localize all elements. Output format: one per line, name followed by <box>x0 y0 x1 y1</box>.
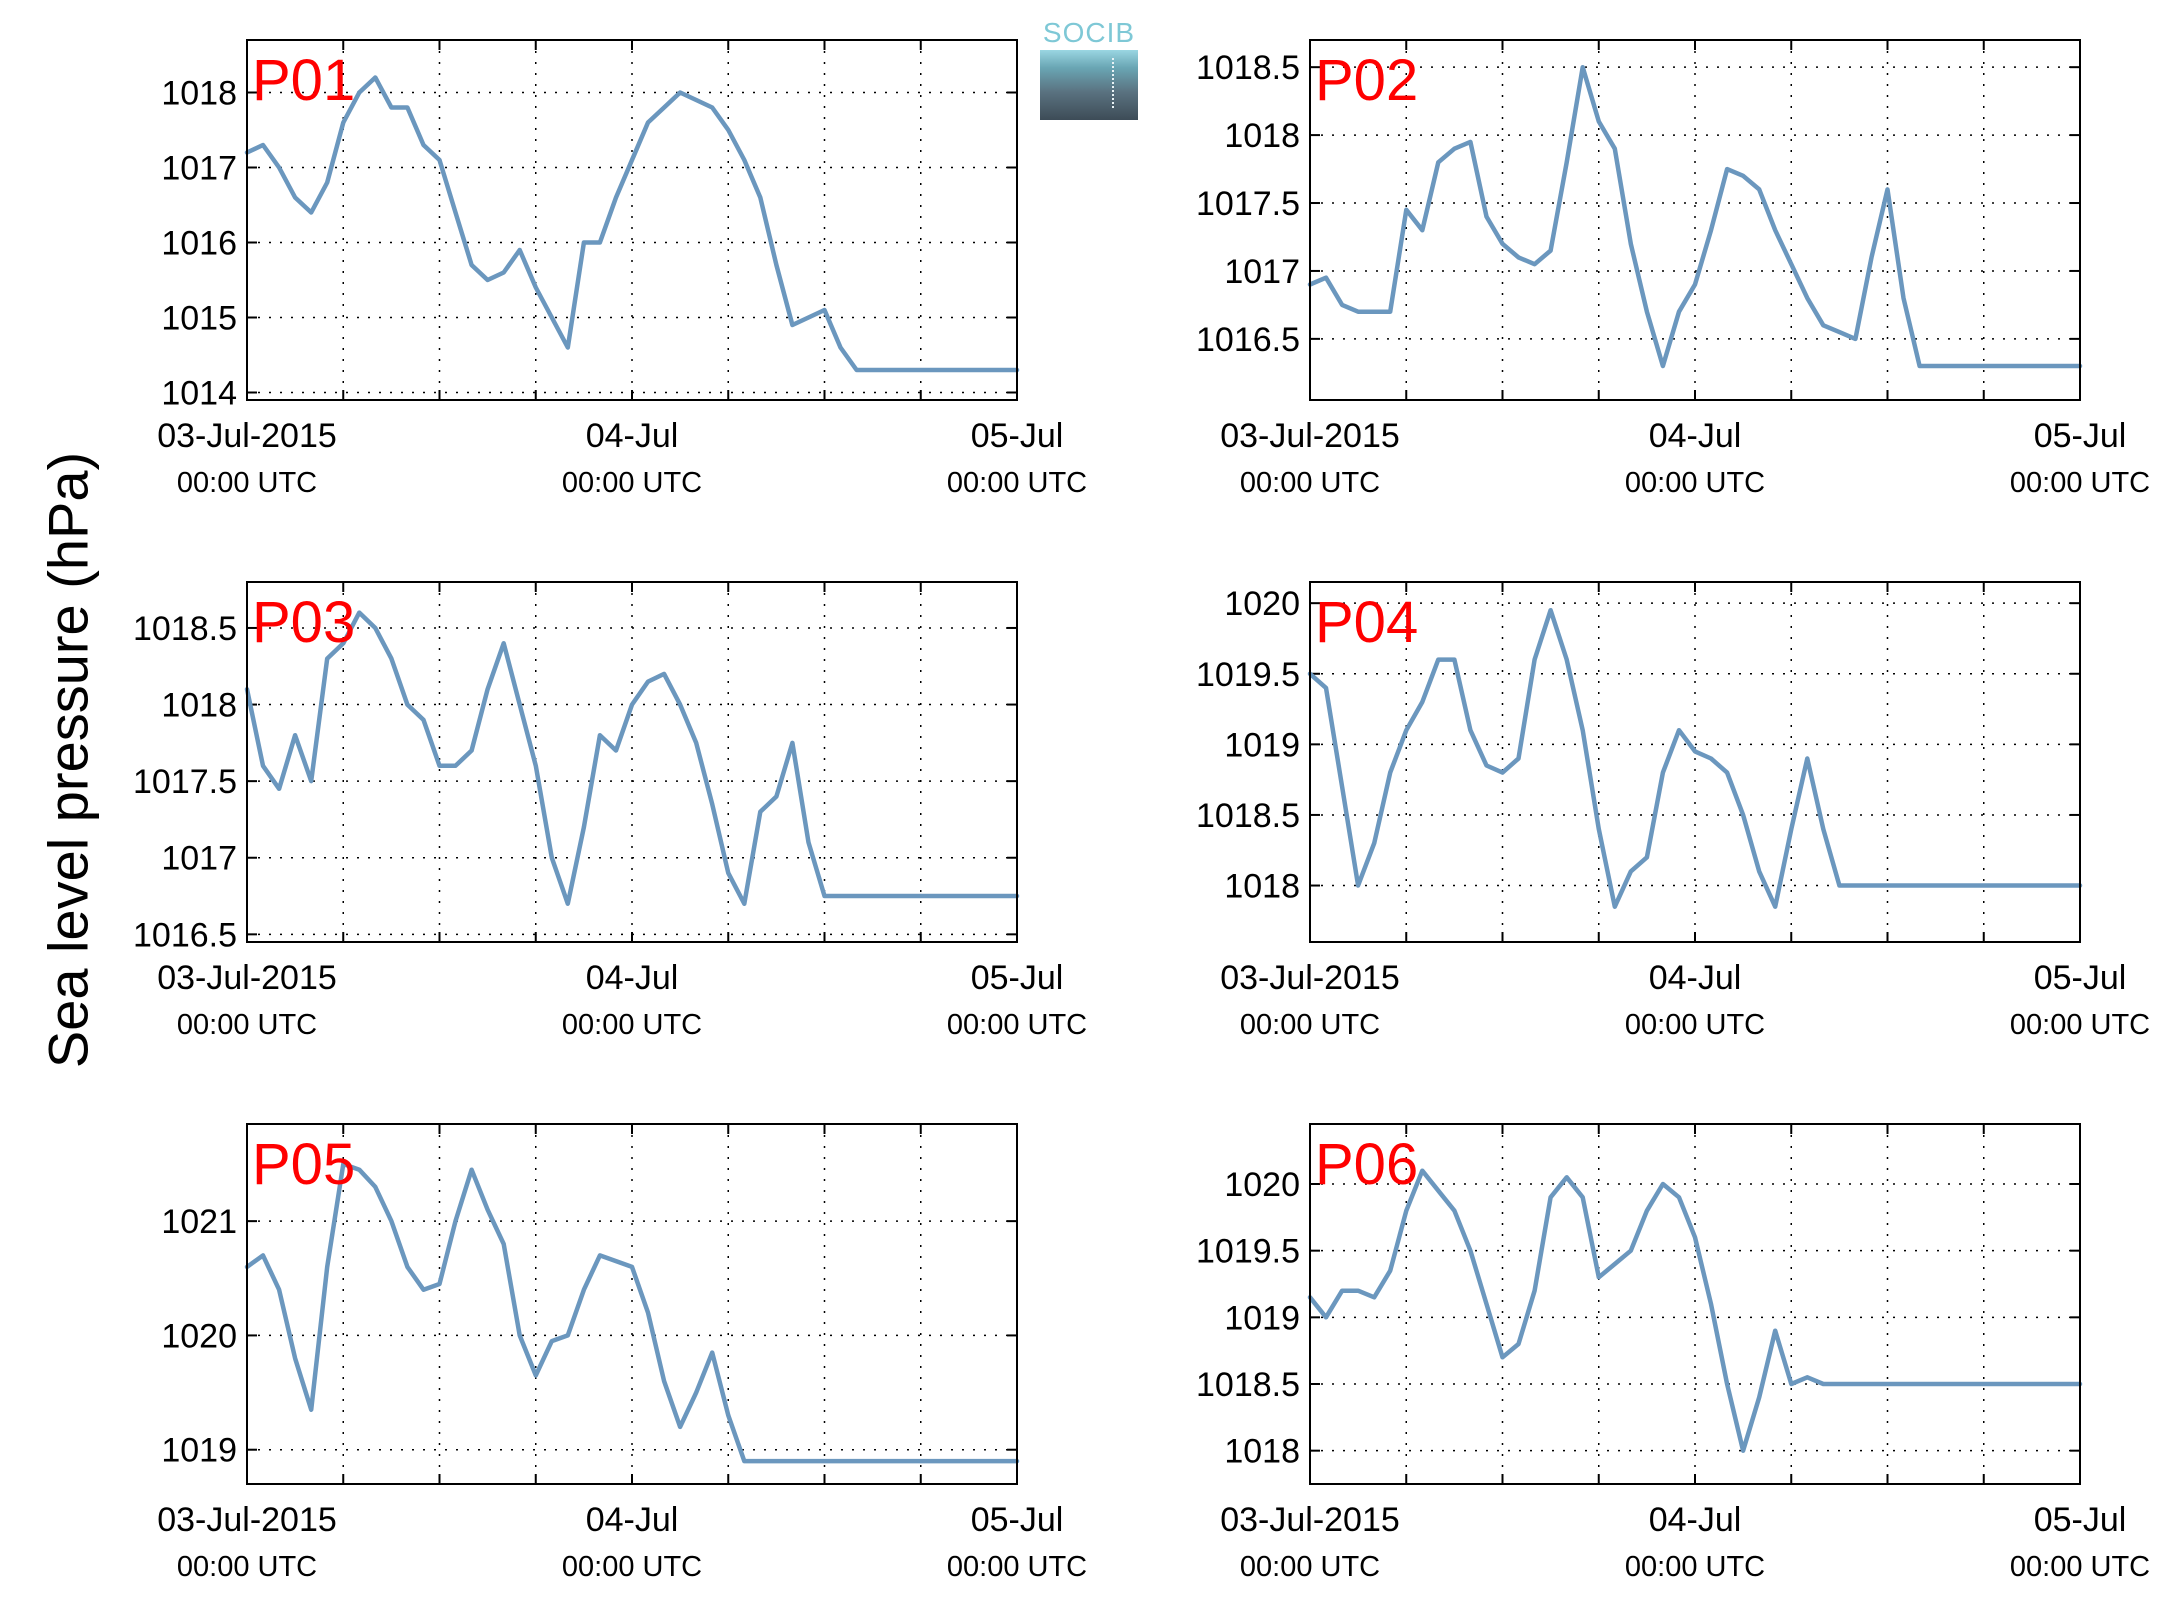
x-tick-sublabel: 00:00 UTC <box>1625 467 1765 499</box>
x-tick-sublabel: 00:00 UTC <box>947 1009 1087 1041</box>
panel-label: P04 <box>1315 590 1418 655</box>
axes-frame <box>1309 1123 2081 1485</box>
y-tick-label: 1018 <box>1224 117 1300 155</box>
y-tick-label: 1017 <box>161 150 237 188</box>
x-tick-label: 03-Jul-2015 <box>157 1501 337 1539</box>
x-tick-label: 03-Jul-2015 <box>157 417 337 455</box>
x-tick-label: 04-Jul <box>586 959 679 997</box>
y-tick-label: 1018.5 <box>1196 797 1300 835</box>
y-tick-label: 1019 <box>161 1432 237 1470</box>
axes-frame <box>246 1123 1018 1485</box>
axes-frame <box>1309 581 2081 943</box>
y-tick-label: 1018 <box>161 75 237 113</box>
y-tick-label: 1018 <box>1224 1433 1300 1471</box>
y-tick-label: 1014 <box>161 375 237 413</box>
y-tick-label: 1017 <box>161 840 237 878</box>
x-tick-label: 05-Jul <box>2034 1501 2127 1539</box>
x-tick-sublabel: 00:00 UTC <box>1625 1009 1765 1041</box>
x-tick-label: 05-Jul <box>971 959 1064 997</box>
x-tick-label: 03-Jul-2015 <box>1220 1501 1400 1539</box>
x-tick-sublabel: 00:00 UTC <box>2010 467 2150 499</box>
y-tick-label: 1021 <box>161 1203 237 1241</box>
series-line <box>1307 607 2083 909</box>
panel-label: P05 <box>252 1132 355 1197</box>
axes-frame <box>1309 39 2081 401</box>
y-tick-label: 1019.5 <box>1196 656 1300 694</box>
x-tick-sublabel: 00:00 UTC <box>177 1009 317 1041</box>
x-tick-sublabel: 00:00 UTC <box>177 1551 317 1583</box>
x-tick-sublabel: 00:00 UTC <box>562 1009 702 1041</box>
x-tick-label: 04-Jul <box>1649 417 1742 455</box>
x-tick-sublabel: 00:00 UTC <box>1625 1551 1765 1583</box>
series-line <box>244 75 1020 373</box>
y-tick-label: 1015 <box>161 300 237 338</box>
axes-frame <box>246 39 1018 401</box>
chart-panel-p06: 1018 1018.5 1019 1019.5 1020 03-Jul-2015 00:00… <box>1196 1123 2150 1583</box>
x-tick-sublabel: 00:00 UTC <box>1240 1009 1380 1041</box>
logo-dotted-line <box>1112 58 1114 108</box>
panel-label: P03 <box>252 590 355 655</box>
y-tick-label: 1020 <box>1224 1166 1300 1204</box>
panel-label: P06 <box>1315 1132 1418 1197</box>
x-tick-label: 03-Jul-2015 <box>1220 959 1400 997</box>
y-tick-label: 1017.5 <box>133 763 237 801</box>
y-tick-label: 1018 <box>1224 868 1300 906</box>
y-tick-label: 1019 <box>1224 1299 1300 1337</box>
y-tick-label: 1016 <box>161 225 237 263</box>
series-line <box>1307 64 2083 369</box>
y-tick-label: 1018.5 <box>1196 1366 1300 1404</box>
x-tick-sublabel: 00:00 UTC <box>2010 1009 2150 1041</box>
y-tick-label: 1019.5 <box>1196 1233 1300 1271</box>
x-tick-sublabel: 00:00 UTC <box>947 1551 1087 1583</box>
chart-panel-p03: 1016.5 1017 1017.5 1018 1018.5 03-Jul-2015 00:… <box>133 581 1087 1041</box>
y-tick-label: 1020 <box>161 1317 237 1355</box>
x-tick-sublabel: 00:00 UTC <box>1240 467 1380 499</box>
x-tick-sublabel: 00:00 UTC <box>1240 1551 1380 1583</box>
logo-graphic <box>1040 50 1138 120</box>
y-tick-label: 1017.5 <box>1196 185 1300 223</box>
y-tick-label: 1018 <box>161 687 237 725</box>
x-tick-sublabel: 00:00 UTC <box>562 1551 702 1583</box>
x-tick-label: 03-Jul-2015 <box>1220 417 1400 455</box>
chart-panel-p04: 1018 1018.5 1019 1019.5 1020 03-Jul-2015 00:00… <box>1196 581 2150 1041</box>
y-tick-label: 1016.5 <box>1196 321 1300 359</box>
x-tick-sublabel: 00:00 UTC <box>947 467 1087 499</box>
x-tick-label: 05-Jul <box>2034 959 2127 997</box>
axes-frame <box>246 581 1018 943</box>
x-tick-label: 05-Jul <box>971 417 1064 455</box>
y-tick-label: 1016.5 <box>133 916 237 954</box>
y-tick-label: 1020 <box>1224 585 1300 623</box>
x-tick-label: 04-Jul <box>1649 1501 1742 1539</box>
y-tick-label: 1018.5 <box>133 610 237 648</box>
socib-logo: SOCIB <box>1038 18 1140 122</box>
panel-label: P02 <box>1315 48 1418 113</box>
x-tick-label: 04-Jul <box>1649 959 1742 997</box>
chart-panel-p01: 1014 1015 1016 1017 1018 03-Jul-2015 00:00 UTC… <box>157 39 1087 499</box>
x-tick-sublabel: 00:00 UTC <box>2010 1551 2150 1583</box>
chart-panel-p05: 1019 1020 1021 03-Jul-2015 00:00 UTC 04-Jul 00… <box>157 1123 1087 1583</box>
x-tick-label: 05-Jul <box>971 1501 1064 1539</box>
y-tick-label: 1019 <box>1224 726 1300 764</box>
x-tick-sublabel: 00:00 UTC <box>562 467 702 499</box>
series-line <box>244 1161 1020 1464</box>
x-tick-sublabel: 00:00 UTC <box>177 467 317 499</box>
y-tick-label: 1017 <box>1224 253 1300 291</box>
chart-panel-p02: 1016.5 1017 1017.5 1018 1018.5 03-Jul-2015 00:… <box>1196 39 2150 499</box>
x-tick-label: 04-Jul <box>586 1501 679 1539</box>
x-tick-label: 03-Jul-2015 <box>157 959 337 997</box>
y-tick-label: 1018.5 <box>1196 49 1300 87</box>
series-line <box>1307 1168 2083 1453</box>
logo-text: SOCIB <box>1042 17 1136 48</box>
panel-label: P01 <box>252 48 355 113</box>
x-tick-label: 05-Jul <box>2034 417 2127 455</box>
x-tick-label: 04-Jul <box>586 417 679 455</box>
series-line <box>244 610 1020 906</box>
